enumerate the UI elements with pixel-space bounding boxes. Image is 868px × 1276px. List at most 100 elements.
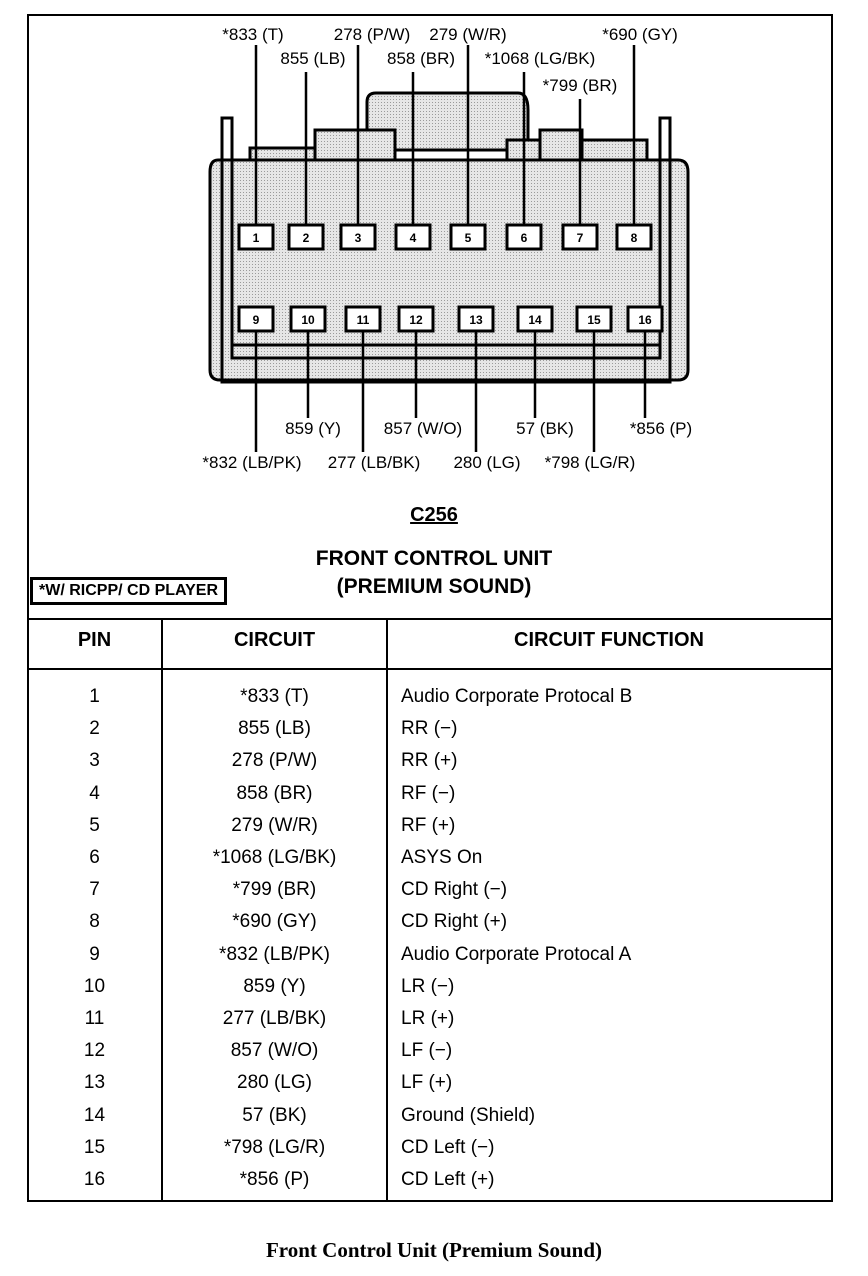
table-row: 16 *856 (P) CD Left (+) [27, 1169, 831, 1201]
wire-label-pin-9: *832 (LB/PK) [202, 453, 301, 472]
diagram-frame [27, 14, 833, 1202]
pin-cell: 4 [89, 782, 100, 804]
pin-cell: 3 [89, 750, 100, 772]
pin-cavity-1 [237, 223, 275, 251]
pin-cell: 12 [83, 1040, 106, 1062]
pin-cell: 15 [83, 1136, 106, 1158]
wire-label-pin-2: 855 (LB) [280, 49, 345, 68]
function-cell: ASYS On [401, 847, 483, 868]
connector-body [208, 91, 690, 384]
pin-number-2: 2 [303, 231, 310, 245]
connector-diagram: 1 2 3 4 5 6 7 89 10 11 12 13 14 15 16 *833 (T)855 (LB)… [202, 25, 692, 472]
table-row: 3 278 (P/W) RR (+) [27, 750, 831, 782]
table-row: 5 279 (W/R) RF (+) [27, 815, 831, 847]
function-cell: RR (−) [401, 718, 458, 740]
table-header [27, 618, 831, 670]
pin-cell: 9 [89, 943, 100, 965]
table-row: 14 57 (BK) Ground (Shield) [27, 1105, 831, 1137]
pin-cavity-7 [561, 223, 599, 251]
pin-cell: 11 [84, 1008, 105, 1029]
circuit-cell: 280 (LG) [237, 1072, 312, 1094]
function-cell: LF (+) [401, 1072, 453, 1094]
pin-number-4: 4 [410, 231, 417, 245]
header-circuit: CIRCUIT [233, 629, 316, 651]
wire-leads [254, 45, 647, 452]
function-cell: RR (+) [401, 750, 458, 772]
pin-number-16: 16 [638, 313, 652, 327]
circuit-cell: 855 (LB) [238, 718, 311, 740]
wire-label-pin-6: *1068 (LG/BK) [485, 49, 596, 68]
circuit-cell: 279 (W/R) [231, 814, 318, 836]
function-cell: LR (−) [401, 975, 455, 997]
function-cell: RF (+) [401, 814, 456, 836]
circuit-cell: *690 (GY) [232, 911, 317, 933]
pin-cavity-12 [397, 305, 435, 333]
pin-number-14: 14 [528, 313, 542, 327]
wire-label-pin-7: *799 (BR) [543, 76, 618, 95]
circuit-cell: 857 (W/O) [230, 1040, 319, 1062]
pin-number-6: 6 [521, 231, 528, 245]
table-row: 2 855 (LB) RR (−) [27, 718, 831, 750]
header-pin: PIN [77, 629, 112, 651]
circuit-cell: 278 (P/W) [231, 750, 318, 772]
wire-label-pin-5: 279 (W/R) [429, 25, 506, 44]
function-cell: CD Right (+) [401, 911, 508, 933]
circuit-cell: *798 (LG/R) [223, 1136, 326, 1158]
function-cell: CD Right (−) [401, 879, 508, 901]
pin-cell: 2 [89, 718, 100, 740]
pin-cell: 1 [89, 686, 100, 707]
pin-cavities: 1 2 3 4 5 6 7 89 10 11 12 13 14 15 16 [237, 223, 664, 333]
figure-caption: Front Control Unit (Premium Sound) [265, 1238, 603, 1262]
header-circuit-function: CIRCUIT FUNCTION [514, 629, 704, 651]
circuit-cell: *833 (T) [240, 686, 309, 707]
pin-cell: 13 [83, 1072, 106, 1094]
table-row: 4 858 (BR) RF (−) [27, 783, 831, 815]
circuit-cell: *832 (LB/PK) [219, 943, 330, 965]
column-divider [386, 618, 388, 1200]
wire-label-pin-12: 857 (W/O) [384, 419, 462, 438]
circuit-cell: 859 (Y) [243, 975, 306, 997]
wire-label-pin-11: 277 (LB/BK) [328, 453, 421, 472]
function-cell: Audio Corporate Protocal B [401, 686, 633, 707]
function-cell: Ground (Shield) [401, 1104, 536, 1126]
wire-label-pin-1: *833 (T) [222, 25, 283, 44]
pin-number-3: 3 [355, 231, 362, 245]
table-row: 12 857 (W/O) LF (−) [27, 1040, 831, 1072]
connector-id: C256 [410, 504, 458, 526]
pin-number-13: 13 [469, 313, 483, 327]
pin-cavity-15 [575, 305, 613, 333]
table-row: 1 *833 (T) Audio Corporate Protocal B [27, 686, 831, 718]
wire-label-pin-10: 859 (Y) [285, 419, 341, 438]
function-cell: LR (+) [401, 1008, 455, 1029]
connector-subtitle: (PREMIUM SOUND) [336, 575, 532, 598]
circuit-cell: 277 (LB/BK) [222, 1008, 327, 1029]
table-row: 13 280 (LG) LF (+) [27, 1072, 831, 1104]
pin-cell: 6 [89, 847, 100, 868]
table-row: 10 859 (Y) LR (−) [27, 976, 831, 1008]
pin-cell: 16 [83, 1169, 106, 1190]
pin-cell: 7 [89, 879, 100, 901]
pin-cell: 14 [83, 1104, 106, 1126]
wire-label-pin-8: *690 (GY) [602, 25, 678, 44]
wire-label-pin-14: 57 (BK) [516, 419, 574, 438]
function-cell: LF (−) [401, 1040, 453, 1062]
function-cell: CD Left (−) [401, 1136, 495, 1158]
table-row: 6 *1068 (LG/BK) ASYS On [27, 847, 831, 879]
pin-cell: 5 [89, 814, 100, 836]
wire-label-pin-15: *798 (LG/R) [545, 453, 636, 472]
circuit-cell: *856 (P) [239, 1169, 310, 1190]
pin-number-1: 1 [253, 231, 260, 245]
circuit-cell: 57 (BK) [242, 1104, 307, 1126]
option-note: *W/ RICPP/ CD PLAYER [30, 577, 227, 605]
pin-number-5: 5 [465, 231, 472, 245]
table-row: 15 *798 (LG/R) CD Left (−) [27, 1137, 831, 1169]
pin-cavity-16 [626, 305, 664, 333]
pin-cavity-10 [289, 305, 327, 333]
function-cell: CD Left (+) [401, 1169, 495, 1190]
pin-number-9: 9 [253, 313, 260, 327]
pin-number-7: 7 [577, 231, 584, 245]
function-cell: Audio Corporate Protocal A [401, 943, 632, 965]
table-row: 11 277 (LB/BK) LR (+) [27, 1008, 831, 1040]
pin-number-15: 15 [587, 313, 601, 327]
table-row: 9 *832 (LB/PK) Audio Corporate Protocal A [27, 944, 831, 976]
